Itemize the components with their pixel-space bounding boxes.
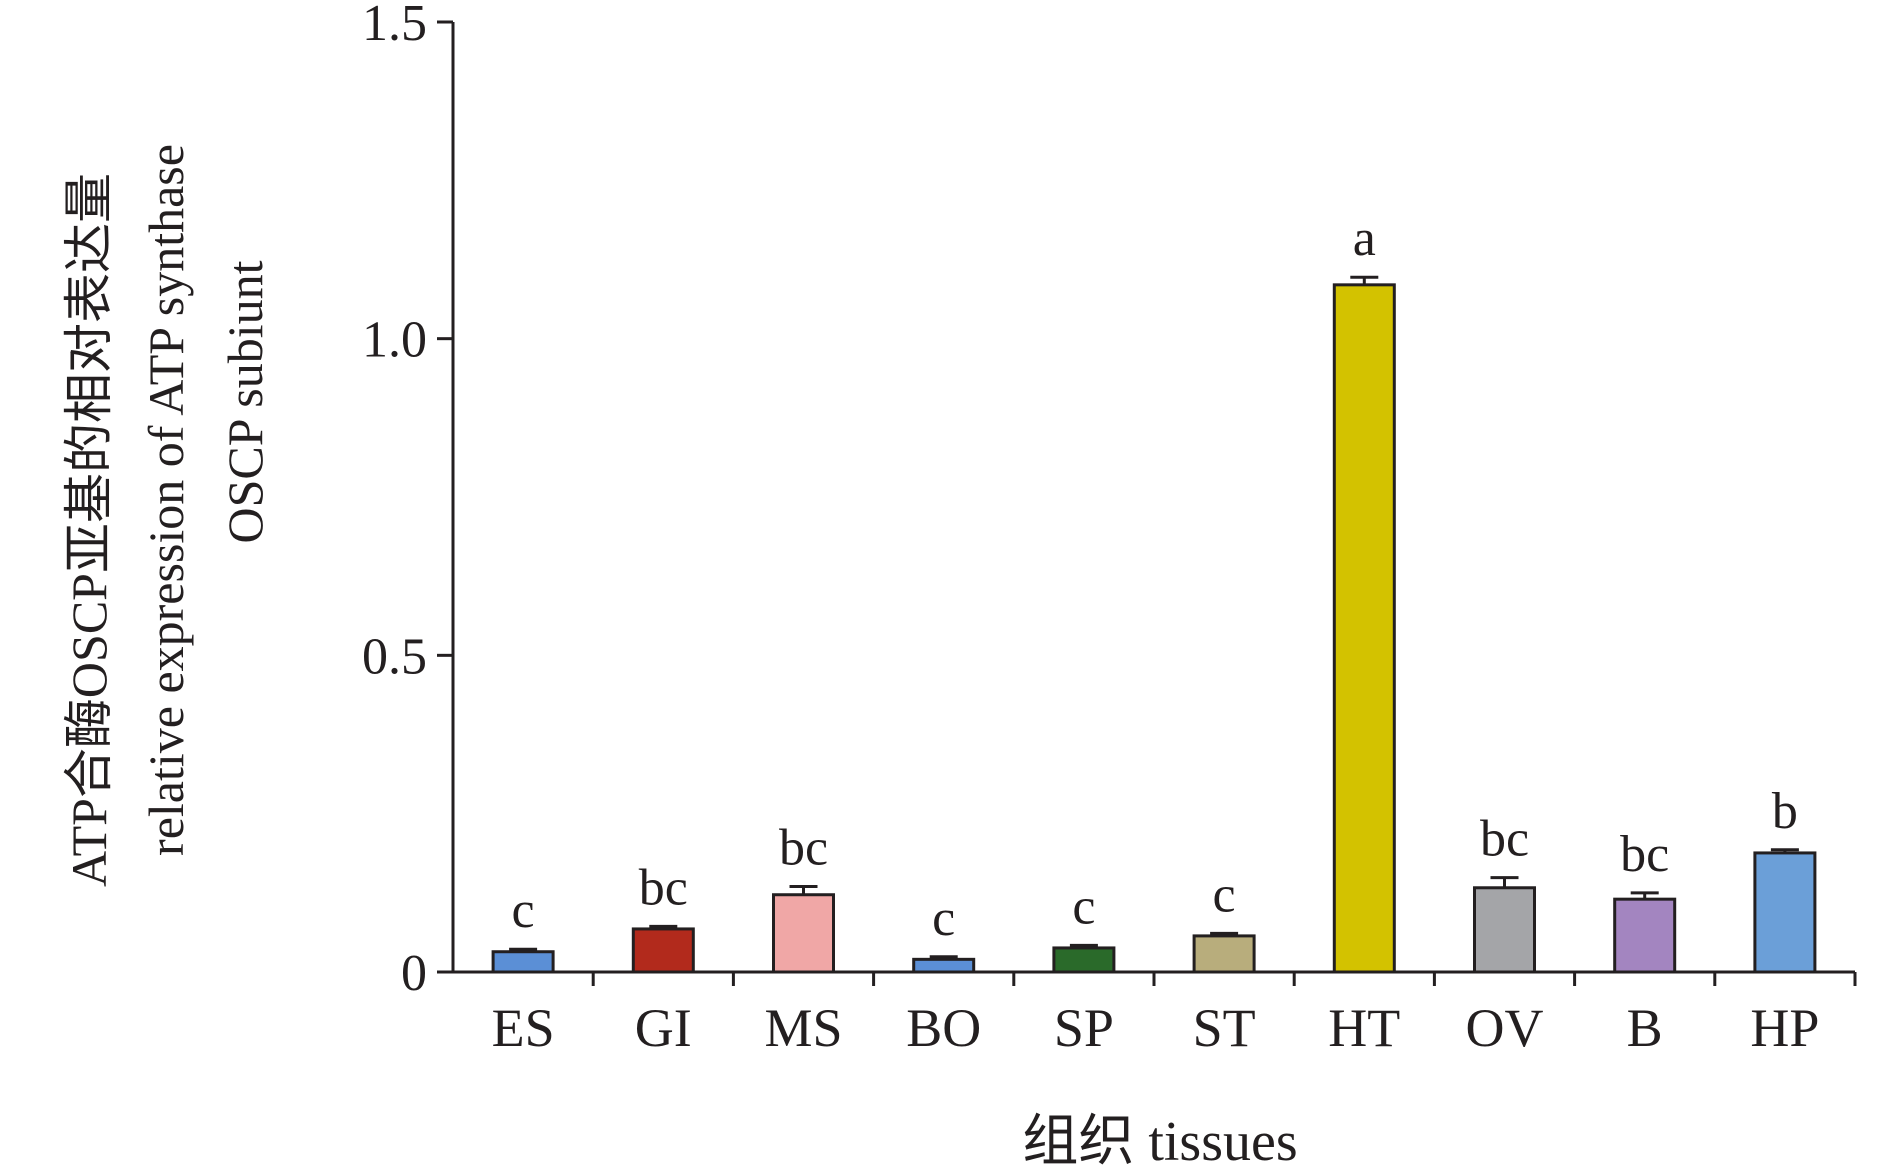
bar-group: bc	[1613, 826, 1677, 974]
x-tick-label: GI	[635, 998, 692, 1058]
bar	[772, 893, 835, 974]
significance-label: bc	[639, 859, 688, 916]
x-tick-label: SP	[1054, 998, 1114, 1058]
significance-label: c	[1072, 878, 1095, 935]
bar-group: c	[1052, 878, 1116, 974]
significance-label: c	[932, 890, 955, 947]
bar-group: b	[1753, 783, 1817, 974]
y-tick-label: 0	[401, 945, 427, 1002]
y-axis-title-line-2: relative expression of ATP synthase	[138, 144, 194, 856]
significance-label: bc	[1620, 826, 1669, 883]
significance-label: bc	[1480, 811, 1529, 868]
bar-group: c	[912, 890, 976, 974]
bar-group: a	[1332, 210, 1396, 974]
x-tick-label: B	[1627, 998, 1663, 1058]
x-tick-label: ES	[492, 998, 555, 1058]
bar	[912, 957, 976, 974]
bar-group: bc	[1473, 811, 1536, 974]
bar	[1753, 851, 1817, 974]
y-tick-label: 1.5	[362, 0, 427, 52]
y-axis-title-line-3: OSCP subiunt	[217, 260, 273, 543]
y-tick-label: 0.5	[362, 628, 427, 685]
x-tick-label: OV	[1466, 998, 1544, 1058]
bar-group: bc	[772, 820, 835, 974]
bar	[1192, 934, 1256, 974]
x-tick-label: MS	[764, 998, 842, 1058]
bar	[1332, 283, 1396, 974]
bar	[1052, 946, 1116, 974]
x-tick-label: ST	[1193, 998, 1256, 1058]
significance-label: a	[1353, 210, 1376, 267]
x-tick-label: BO	[906, 998, 981, 1058]
y-axis-title-line-1: ATP合酶OSCP亚基的相对表达量	[61, 173, 117, 887]
x-axis-ticks: ES GI MS BO SP ST HT OV B HP	[492, 972, 1857, 1058]
bar	[491, 950, 555, 974]
significance-label: bc	[779, 820, 828, 877]
y-axis-title: ATP合酶OSCP亚基的相对表达量 relative expression of…	[61, 144, 273, 887]
bar-group: c	[491, 882, 555, 974]
x-axis-title: 组织 tissues	[1022, 1111, 1297, 1167]
bar-group: c	[1192, 866, 1256, 974]
y-axis-ticks: 0 0.5 1.0 1.5	[362, 0, 453, 1002]
y-tick-label: 1.0	[362, 312, 427, 369]
bar-group: bc	[631, 859, 695, 974]
significance-label: c	[512, 882, 535, 939]
bar	[631, 927, 695, 974]
bars: c bc bc c c c a bc bc b	[491, 210, 1817, 974]
x-tick-label: HP	[1750, 998, 1819, 1058]
bar	[1613, 897, 1677, 974]
significance-label: b	[1772, 783, 1798, 840]
bar	[1473, 886, 1536, 974]
x-tick-label: HT	[1328, 998, 1400, 1058]
significance-label: c	[1213, 866, 1236, 923]
